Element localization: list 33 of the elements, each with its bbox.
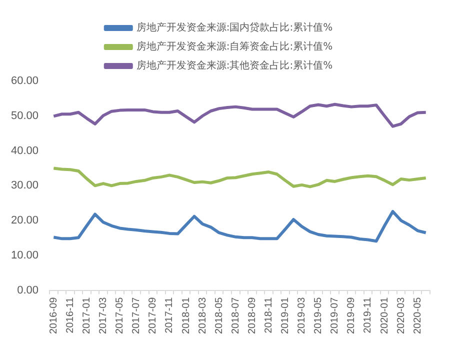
x-tick-label: 2020-01 [379,296,390,334]
legend-label: 房地产开发资金来源:国内贷款占比:累计值% [136,22,333,34]
y-tick-label: 0.00 [17,284,39,296]
x-tick-label: 2016-09 [48,296,60,334]
x-tick-label: 2019-09 [346,296,358,334]
x-tick-label: 2019-11 [362,296,374,334]
x-tick-label: 2018-11 [263,296,274,334]
y-tick-label: 40.00 [10,144,39,157]
x-tick-label: 2017-05 [114,296,126,334]
x-tick-label: 2019-05 [313,296,324,334]
x-tick-label: 2017-07 [131,296,142,334]
y-tick-label: 50.00 [10,110,39,122]
x-tick-label: 2018-03 [197,296,208,334]
legend-label: 房地产开发资金来源:自筹资金占比:累计值% [136,40,333,53]
y-tick-label: 30.00 [10,180,39,192]
x-tick-label: 2018-01 [180,296,192,334]
x-tick-label: 2019-03 [296,296,308,334]
x-tick-label: 2016-11 [64,296,76,334]
y-tick-label: 60.00 [10,75,39,88]
y-tick-label: 20.00 [10,214,39,227]
x-tick-label: 2017-01 [81,296,92,334]
legend-label: 房地产开发资金来源:其他资金占比:累计值% [136,60,333,72]
x-tick-label: 2020-05 [412,296,424,334]
x-tick-label: 2018-09 [246,296,258,334]
x-tick-label: 2018-05 [214,296,225,334]
x-tick-label: 2017-11 [164,296,176,334]
x-tick-label: 2020-03 [396,296,407,334]
x-tick-label: 2017-03 [98,296,110,334]
x-tick-label: 2019-07 [330,296,341,334]
x-tick-label: 2017-09 [148,296,159,334]
y-tick-label: 10.00 [10,249,39,262]
x-tick-label: 2019-01 [280,296,292,334]
x-tick-label: 2018-07 [230,296,242,334]
